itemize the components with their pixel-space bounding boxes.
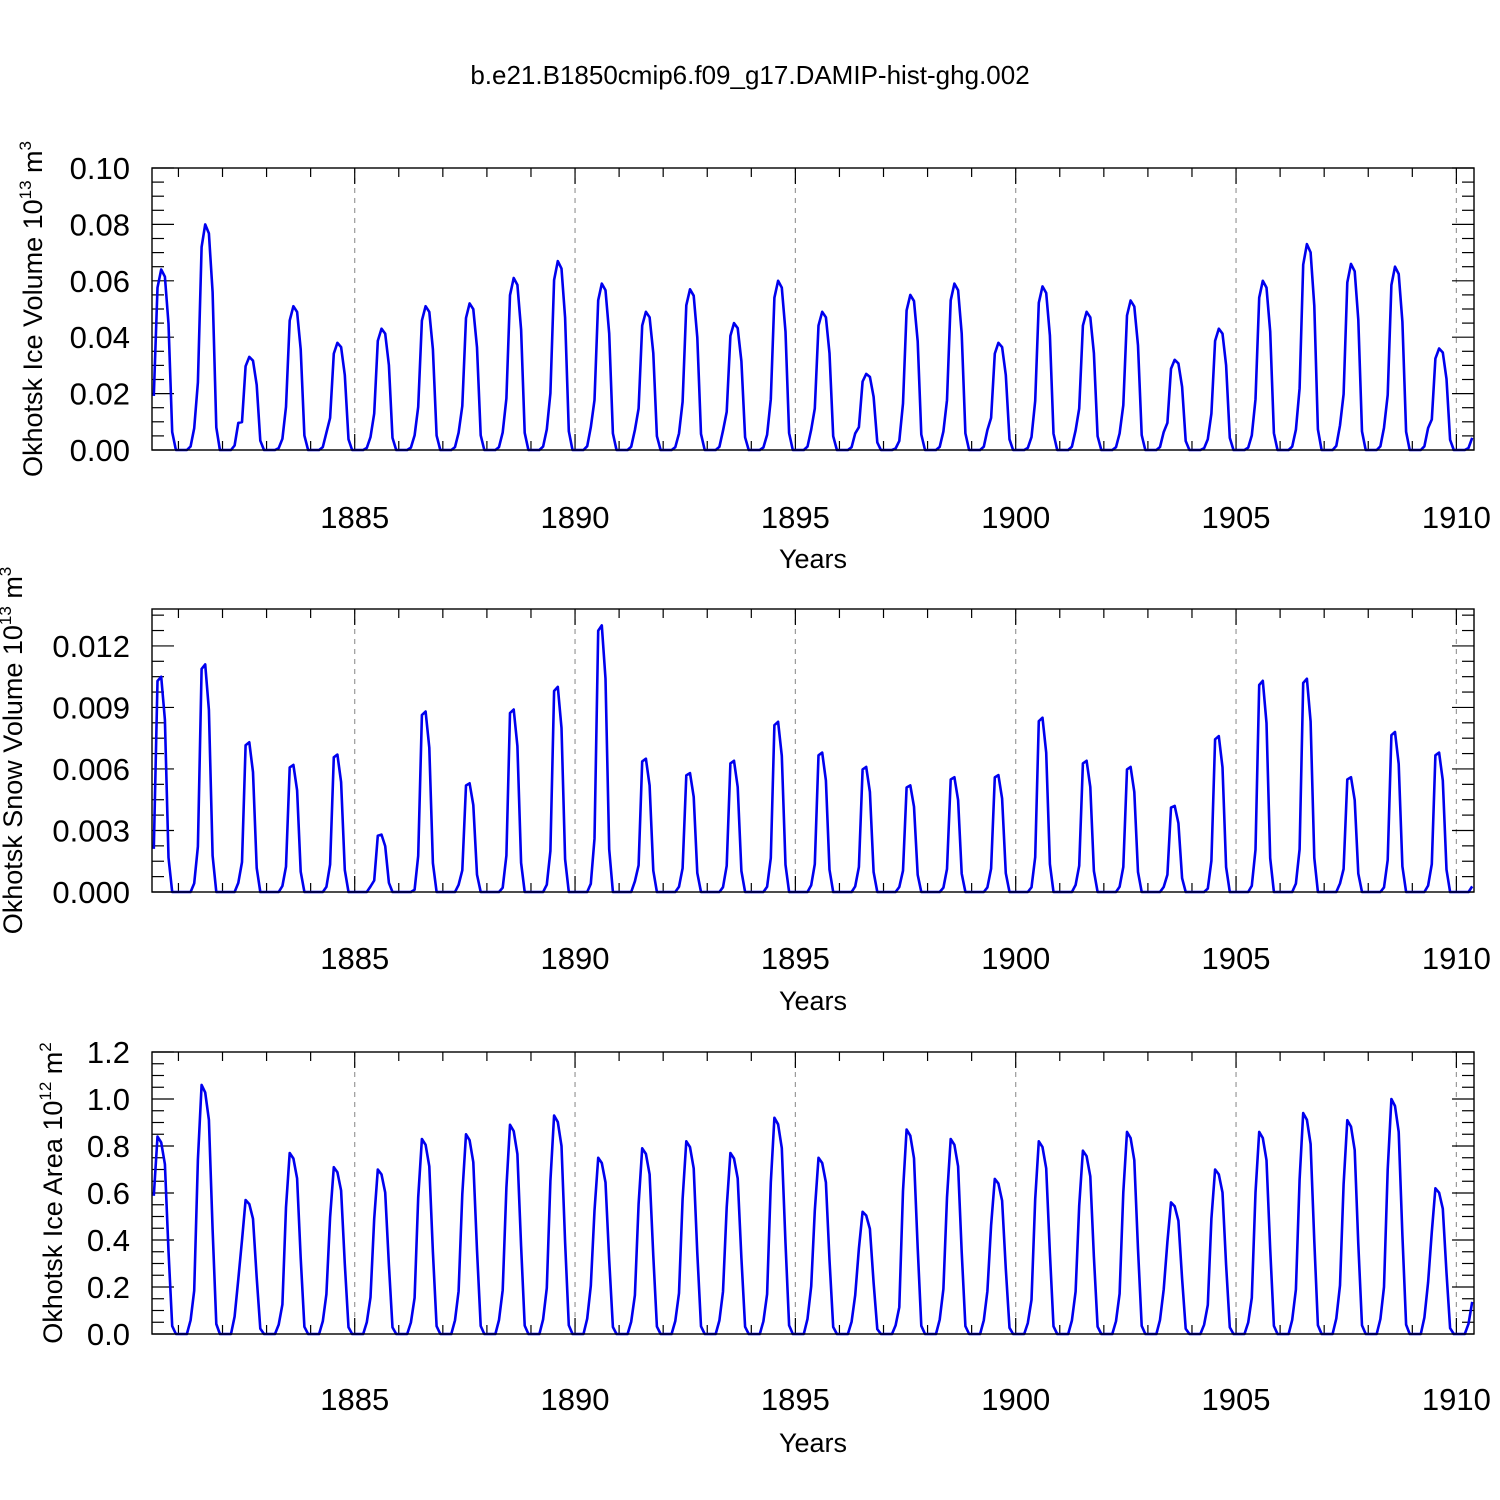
x-tick-label: 1885: [320, 500, 389, 535]
y-tick-label: 0.00: [70, 433, 130, 468]
y-tick-label: 0.8: [87, 1129, 130, 1164]
x-tick-label: 1890: [541, 1382, 610, 1417]
x-tick-label: 1885: [320, 1382, 389, 1417]
y-tick-label: 0.000: [52, 875, 130, 910]
snow-volume-panel: 0.000 0.003 0.006 0.009 0.012 1885 1890 1895 190…: [0, 567, 1491, 1016]
data-series-line: [152, 624, 1474, 894]
x-tick-label: 1905: [1202, 941, 1271, 976]
x-tick-label: 1895: [761, 941, 830, 976]
x-tick-label: 1900: [981, 1382, 1050, 1417]
plot-frame: [151, 608, 1475, 893]
y-tick-label: 0.2: [87, 1270, 130, 1305]
y-axis-label: Okhotsk Ice Volume 1013 m3: [16, 141, 48, 477]
x-tick-label: 1910: [1422, 1382, 1491, 1417]
y-tick-label: 0.003: [52, 813, 130, 848]
plot-frame: [151, 1051, 1475, 1335]
data-series-line: [152, 1083, 1474, 1336]
y-tick-label: 0.6: [87, 1176, 130, 1211]
x-tick-label: 1895: [761, 1382, 830, 1417]
plot-frame: [151, 167, 1475, 451]
y-tick-label: 0.006: [52, 752, 130, 787]
y-tick-label: 0.02: [70, 377, 130, 412]
y-tick-label: 0.06: [70, 264, 130, 299]
y-axis-label: Okhotsk Ice Area 1012 m2: [36, 1042, 68, 1344]
x-tick-label: 1905: [1202, 1382, 1271, 1417]
y-tick-label: 0.04: [70, 320, 130, 355]
ice-area-panel: 0.0 0.2 0.4 0.6 0.8 1.0 1.2 1885 1890 1895 1900 190…: [36, 1035, 1491, 1458]
x-tick-label: 1885: [320, 941, 389, 976]
y-tick-label: 0.009: [52, 690, 130, 725]
x-axis-label: Years: [779, 544, 847, 574]
x-tick-label: 1900: [981, 500, 1050, 535]
x-tick-label: 1910: [1422, 941, 1491, 976]
x-tick-label: 1910: [1422, 500, 1491, 535]
x-tick-label: 1890: [541, 500, 610, 535]
figure-title: b.e21.B1850cmip6.f09_g17.DAMIP-hist-ghg.…: [470, 60, 1030, 90]
y-tick-label: 1.2: [87, 1035, 130, 1070]
x-axis-label: Years: [779, 1428, 847, 1458]
y-tick-label: 0.10: [70, 151, 130, 186]
y-axis-label: Okhotsk Snow Volume 1013 m3: [0, 567, 28, 935]
y-tick-label: 0.0: [87, 1317, 130, 1352]
ice-volume-panel: 0.00 0.02 0.04 0.06 0.08 0.10 1885 1890 1895 1900…: [16, 141, 1491, 574]
y-tick-label: 1.0: [87, 1082, 130, 1117]
x-tick-label: 1900: [981, 941, 1050, 976]
y-tick-label: 0.4: [87, 1223, 130, 1258]
x-tick-label: 1890: [541, 941, 610, 976]
y-tick-label: 0.012: [52, 629, 130, 664]
x-tick-label: 1905: [1202, 500, 1271, 535]
x-axis-label: Years: [779, 986, 847, 1016]
x-tick-label: 1895: [761, 500, 830, 535]
data-series-line: [152, 223, 1474, 452]
y-tick-label: 0.08: [70, 207, 130, 242]
